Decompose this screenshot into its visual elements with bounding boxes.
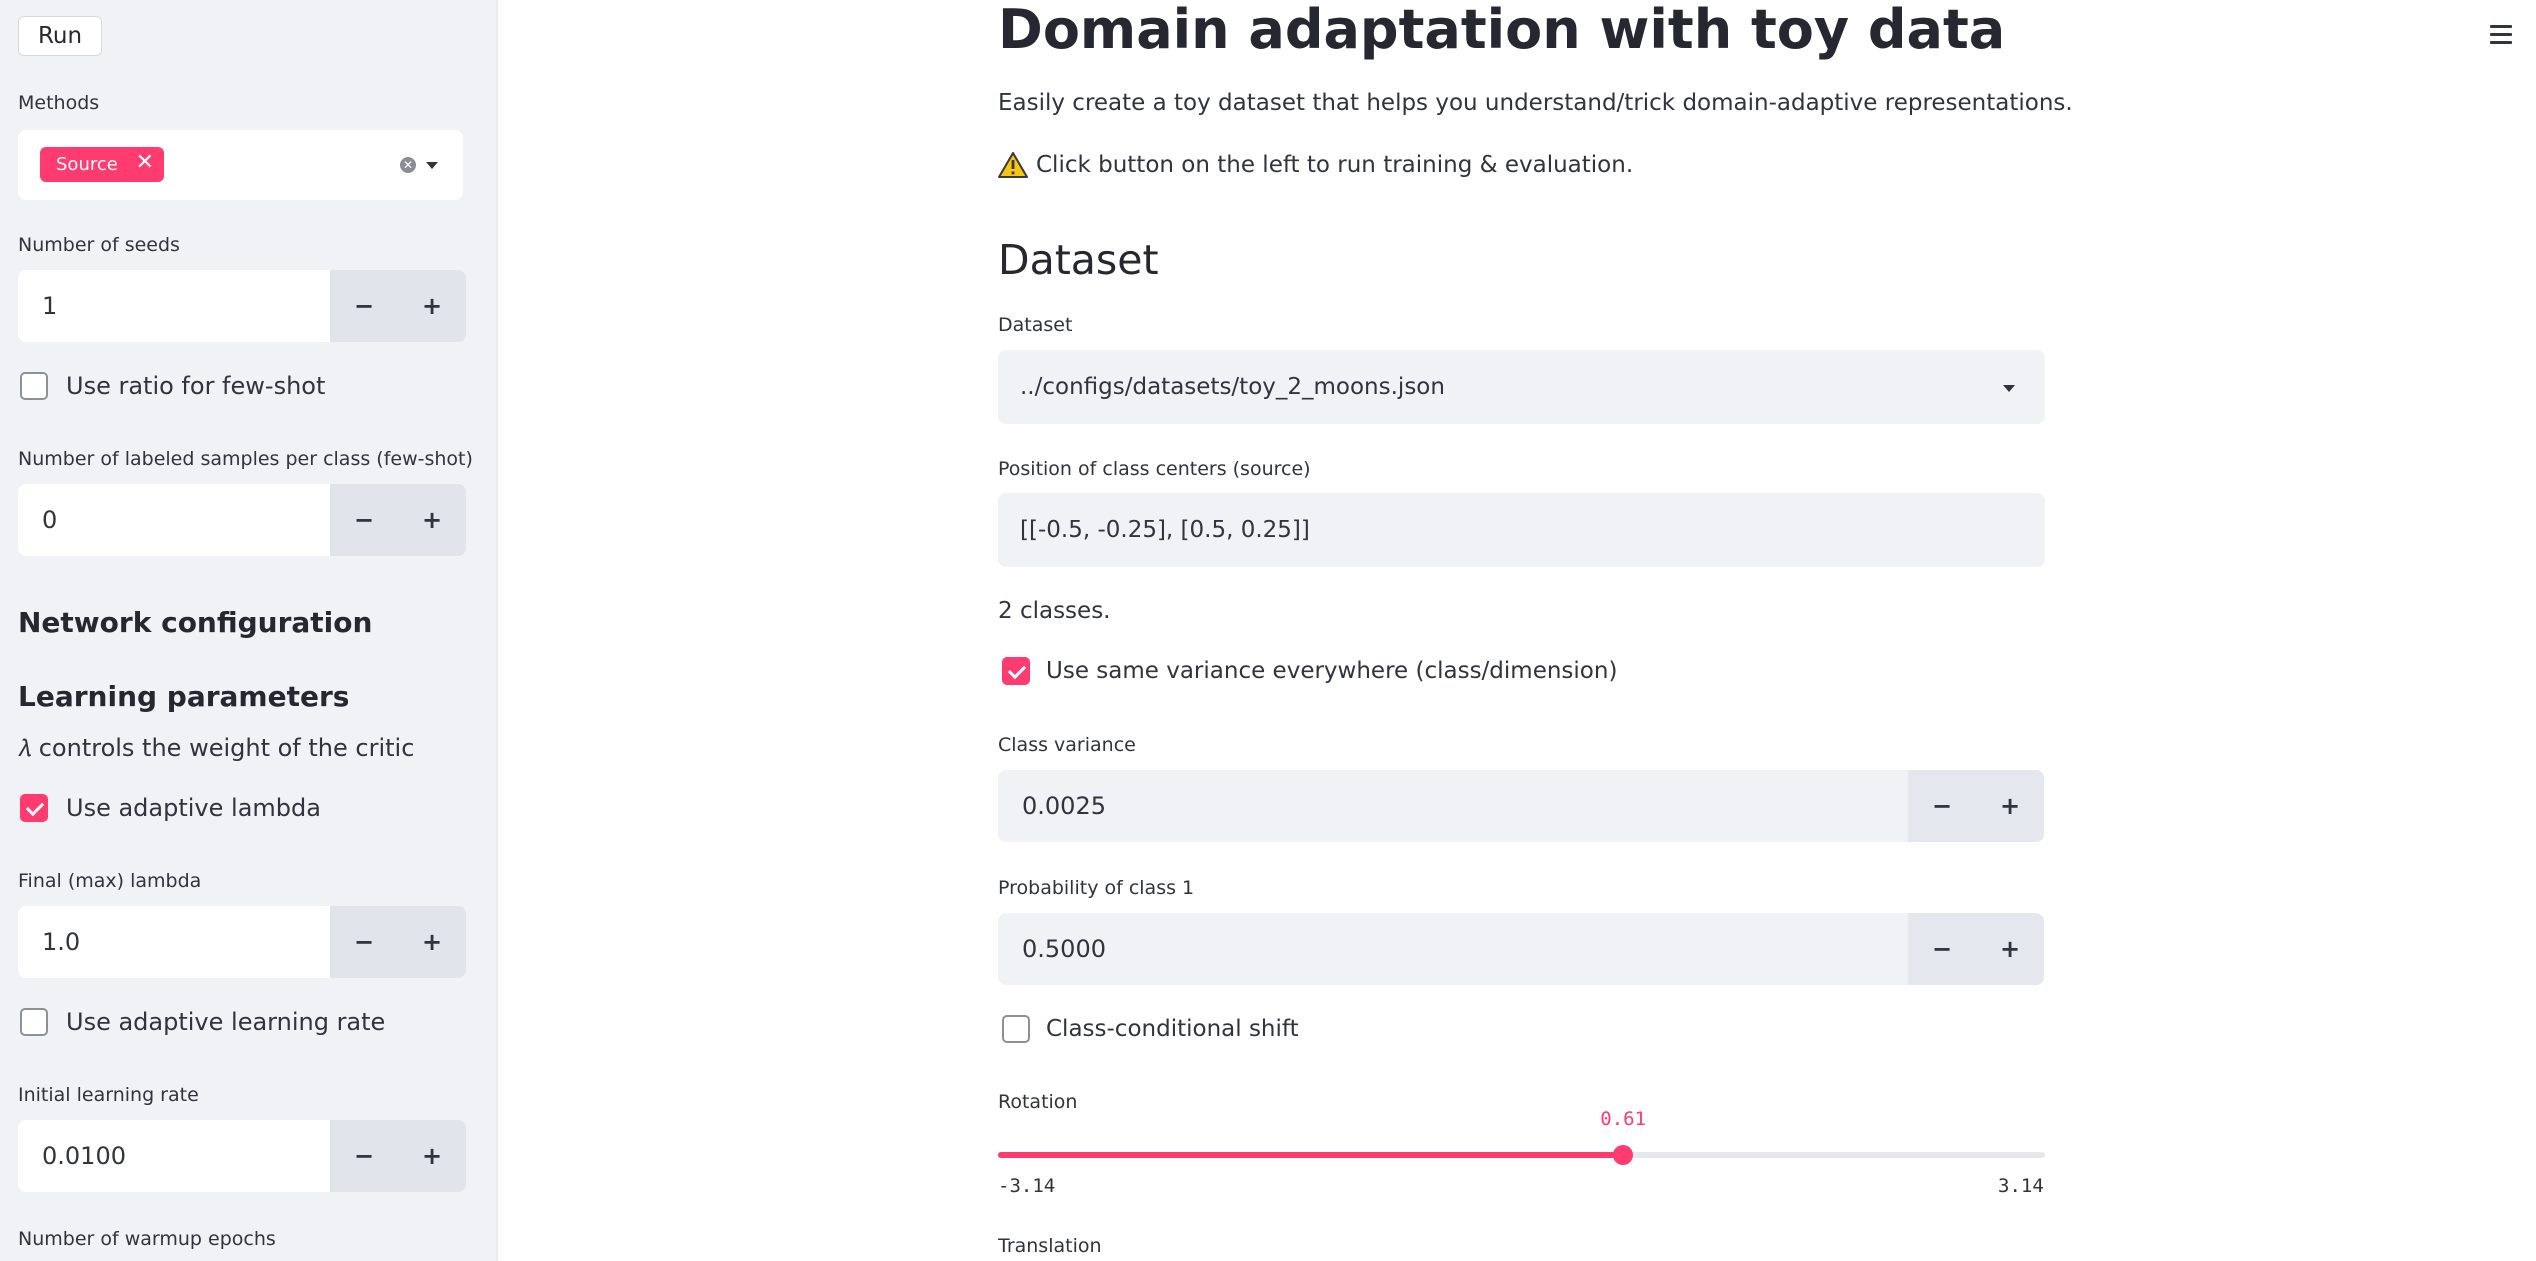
- clear-icon[interactable]: ✕: [400, 157, 416, 173]
- close-icon[interactable]: ✕: [135, 150, 154, 175]
- class-centers-input[interactable]: [[-0.5, -0.25], [0.5, 0.25]]: [998, 493, 2045, 567]
- final-lambda-decrement-button[interactable]: −: [330, 906, 398, 978]
- class-variance-input[interactable]: 0.0025: [998, 770, 1908, 842]
- rotation-label: Rotation: [998, 1091, 1078, 1113]
- dataset-select-label: Dataset: [998, 314, 1073, 336]
- rotation-min-label: -3.14: [998, 1175, 1056, 1197]
- dataset-select-value: ../configs/datasets/toy_2_moons.json: [1020, 374, 1445, 400]
- method-tag-label: Source: [56, 154, 118, 175]
- adaptive-lambda-checkbox[interactable]: [20, 794, 48, 822]
- final-lambda-stepper: 1.0 − +: [18, 906, 466, 978]
- warning-text: Click button on the left to run training…: [1036, 152, 1634, 178]
- rotation-slider-thumb[interactable]: [1613, 1145, 1634, 1165]
- learning-params-heading: Learning parameters: [18, 680, 350, 713]
- prob-class1-decrement-button[interactable]: −: [1908, 913, 1976, 985]
- rotation-slider-value: 0.61: [1600, 1108, 1647, 1130]
- hamburger-menu-icon[interactable]: [2490, 25, 2512, 45]
- initial-lr-label: Initial learning rate: [18, 1084, 199, 1106]
- intro-text: Easily create a toy dataset that helps y…: [998, 90, 2073, 116]
- prob-class1-stepper: 0.5000 − +: [998, 913, 2044, 985]
- class-variance-decrement-button[interactable]: −: [1908, 770, 1976, 842]
- translation-label: Translation: [998, 1235, 1102, 1257]
- warning-icon: [998, 152, 1028, 178]
- dataset-heading: Dataset: [998, 236, 1159, 284]
- labeled-samples-increment-button[interactable]: +: [398, 484, 466, 556]
- classes-count-text: 2 classes.: [998, 598, 1111, 624]
- sidebar: Run Methods Source ✕ ✕ Number of seeds 1…: [0, 0, 498, 1261]
- class-variance-increment-button[interactable]: +: [1976, 770, 2044, 842]
- num-seeds-input[interactable]: 1: [18, 270, 330, 342]
- same-variance-checkbox[interactable]: [1002, 657, 1030, 685]
- adaptive-lambda-label: Use adaptive lambda: [66, 794, 321, 822]
- initial-lr-decrement-button[interactable]: −: [330, 1120, 398, 1192]
- class-variance-label: Class variance: [998, 734, 1136, 756]
- initial-lr-input[interactable]: 0.0100: [18, 1120, 330, 1192]
- final-lambda-increment-button[interactable]: +: [398, 906, 466, 978]
- lambda-note: 𝜆 controls the weight of the critic: [18, 734, 415, 762]
- num-seeds-label: Number of seeds: [18, 234, 180, 256]
- run-button[interactable]: Run: [18, 16, 102, 56]
- class-variance-stepper: 0.0025 − +: [998, 770, 2044, 842]
- adaptive-lr-checkbox[interactable]: [20, 1008, 48, 1036]
- rotation-slider[interactable]: 0.61: [998, 1108, 2045, 1165]
- prob-class1-increment-button[interactable]: +: [1976, 913, 2044, 985]
- final-lambda-input[interactable]: 1.0: [18, 906, 330, 978]
- method-tag-source: Source ✕: [40, 147, 164, 182]
- methods-label: Methods: [18, 92, 100, 114]
- network-config-heading: Network configuration: [18, 606, 373, 639]
- use-ratio-checkbox[interactable]: [20, 372, 48, 400]
- num-seeds-decrement-button[interactable]: −: [330, 270, 398, 342]
- use-ratio-label: Use ratio for few-shot: [66, 372, 326, 400]
- class-centers-value: [[-0.5, -0.25], [0.5, 0.25]]: [1020, 517, 1310, 543]
- chevron-down-icon: [2003, 385, 2015, 392]
- chevron-down-icon[interactable]: [426, 162, 438, 169]
- class-shift-checkbox[interactable]: [1002, 1015, 1030, 1043]
- prob-class1-input[interactable]: 0.5000: [998, 913, 1908, 985]
- final-lambda-label: Final (max) lambda: [18, 870, 202, 892]
- num-seeds-increment-button[interactable]: +: [398, 270, 466, 342]
- labeled-samples-stepper: 0 − +: [18, 484, 466, 556]
- labeled-samples-input[interactable]: 0: [18, 484, 330, 556]
- num-seeds-stepper: 1 − +: [18, 270, 466, 342]
- initial-lr-stepper: 0.0100 − +: [18, 1120, 466, 1192]
- prob-class1-label: Probability of class 1: [998, 877, 1195, 899]
- initial-lr-increment-button[interactable]: +: [398, 1120, 466, 1192]
- adaptive-lr-label: Use adaptive learning rate: [66, 1008, 386, 1036]
- rotation-max-label: 3.14: [1998, 1175, 2044, 1197]
- labeled-samples-label: Number of labeled samples per class (few…: [18, 448, 473, 470]
- rotation-slider-fill: [998, 1152, 1624, 1158]
- same-variance-label: Use same variance everywhere (class/dime…: [1046, 658, 1618, 684]
- dataset-select[interactable]: ../configs/datasets/toy_2_moons.json: [998, 350, 2045, 424]
- warmup-epochs-label: Number of warmup epochs: [18, 1228, 276, 1250]
- page-title: Domain adaptation with toy data: [998, 0, 2006, 61]
- labeled-samples-decrement-button[interactable]: −: [330, 484, 398, 556]
- class-centers-label: Position of class centers (source): [998, 458, 1311, 480]
- class-shift-label: Class-conditional shift: [1046, 1016, 1299, 1042]
- methods-multiselect[interactable]: Source ✕ ✕: [18, 130, 463, 200]
